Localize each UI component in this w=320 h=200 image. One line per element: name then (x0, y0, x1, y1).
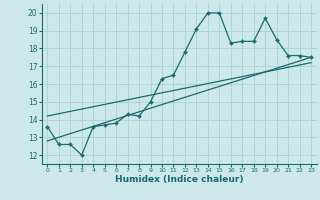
X-axis label: Humidex (Indice chaleur): Humidex (Indice chaleur) (115, 175, 244, 184)
